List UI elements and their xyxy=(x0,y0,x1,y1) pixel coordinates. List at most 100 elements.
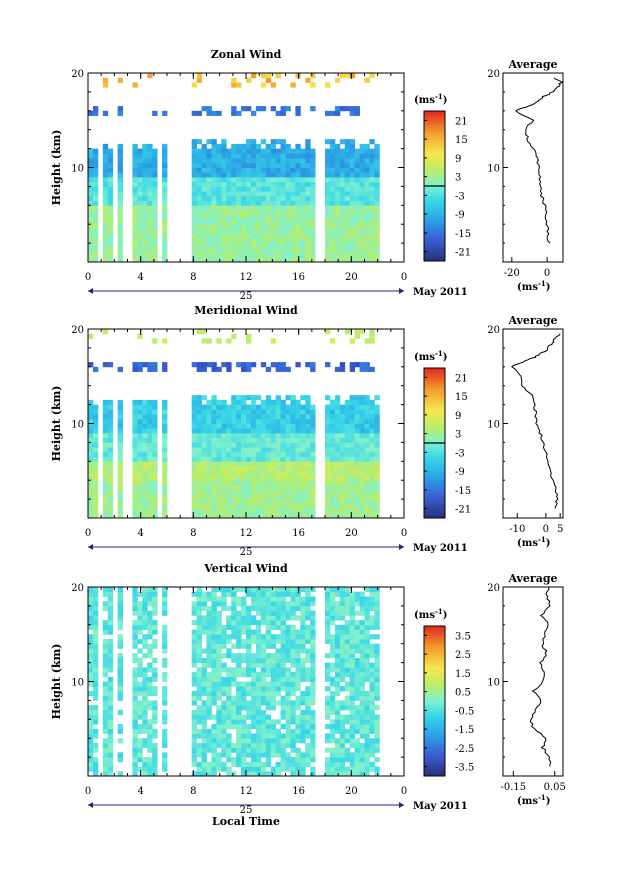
heatmap-cell xyxy=(339,761,346,767)
heatmap-cell xyxy=(117,77,123,83)
heatmap-cell xyxy=(354,418,360,424)
heatmap-cell xyxy=(191,648,198,654)
heatmap-cell xyxy=(255,629,262,635)
heatmap-cell xyxy=(211,195,217,201)
heatmap-cell xyxy=(201,681,207,687)
heatmap-cell xyxy=(117,432,123,439)
heatmap-cell xyxy=(334,432,341,439)
heatmap-cell xyxy=(191,437,198,443)
heatmap-cell xyxy=(117,709,123,715)
heatmap-cell xyxy=(290,676,296,682)
heatmap-cell xyxy=(107,176,114,183)
heatmap-cell xyxy=(295,513,301,519)
heatmap-cell xyxy=(334,634,341,640)
heatmap-cell xyxy=(132,143,138,150)
heatmap-cell xyxy=(92,653,99,659)
heatmap-cell xyxy=(250,200,257,206)
heatmap-cell xyxy=(339,404,346,410)
heatmap-cell xyxy=(191,605,198,612)
heatmap-cell xyxy=(359,404,365,410)
heatmap-cell xyxy=(162,195,168,201)
heatmap-cell xyxy=(280,423,286,429)
heatmap-cell xyxy=(359,158,365,164)
heatmap-cell xyxy=(196,172,202,178)
heatmap-cell xyxy=(132,214,138,220)
heatmap-cell xyxy=(206,700,212,706)
heatmap-cell xyxy=(142,181,148,187)
heatmap-cell xyxy=(334,738,341,744)
heatmap-cell xyxy=(300,210,306,216)
heatmap-cell xyxy=(221,587,227,593)
heatmap-cell xyxy=(310,456,316,462)
heatmap-cell xyxy=(270,771,277,777)
heatmap-cell xyxy=(285,648,291,654)
heatmap-cell xyxy=(295,676,301,682)
heatmap-cell xyxy=(285,228,291,235)
heatmap-cell xyxy=(132,601,138,607)
heatmap-cell xyxy=(147,461,153,467)
heatmap-cell xyxy=(107,404,114,410)
heatmap-cell xyxy=(147,158,153,164)
heatmap-cell xyxy=(246,466,252,472)
heatmap-cell xyxy=(255,106,262,112)
heatmap-cell xyxy=(339,238,346,244)
heatmap-cell xyxy=(364,747,370,753)
heatmap-cell xyxy=(211,695,217,701)
heatmap-cell xyxy=(285,757,291,763)
heatmap-cell xyxy=(162,643,168,649)
heatmap-cell xyxy=(117,672,123,678)
heatmap-cell xyxy=(334,176,341,183)
heatmap-cell xyxy=(226,200,232,206)
heatmap-cell xyxy=(280,709,286,715)
heatmap-cell xyxy=(364,418,370,424)
heatmap-cell xyxy=(255,499,262,505)
heatmap-cell xyxy=(196,615,202,621)
heatmap-cell xyxy=(162,686,168,692)
heatmap-cell xyxy=(236,494,242,500)
heatmap-cell xyxy=(359,596,365,602)
heatmap-cell xyxy=(280,366,286,372)
heatmap-cell xyxy=(246,761,252,767)
heatmap-cell xyxy=(236,738,242,744)
heatmap-cell xyxy=(216,428,222,434)
heatmap-cell xyxy=(226,714,232,720)
heatmap-cell xyxy=(334,106,341,112)
heatmap-cell xyxy=(369,437,375,443)
heatmap-cell xyxy=(285,205,291,211)
heatmap-cell xyxy=(300,629,306,635)
heatmap-cell xyxy=(369,167,375,173)
heatmap-cell xyxy=(344,210,351,216)
heatmap-cell xyxy=(300,624,306,630)
heatmap-cell xyxy=(285,610,291,616)
heatmap-cell xyxy=(221,414,227,420)
heatmap-cell xyxy=(369,601,375,607)
heatmap-cell xyxy=(325,771,331,777)
heatmap-cell xyxy=(142,719,148,725)
heatmap-cell xyxy=(275,181,281,187)
heatmap-cell xyxy=(88,475,94,481)
heatmap-cell xyxy=(162,252,168,258)
heatmap-cell xyxy=(295,634,301,640)
heatmap-cell xyxy=(206,219,212,225)
heatmap-cell xyxy=(241,451,247,457)
heatmap-cell xyxy=(191,638,198,645)
heatmap-cell xyxy=(265,686,272,692)
heatmap-cell xyxy=(334,475,341,481)
heatmap-cell xyxy=(216,238,222,244)
heatmap-cell xyxy=(359,466,365,472)
heatmap-cell xyxy=(231,705,237,711)
heatmap-cell xyxy=(359,219,365,225)
heatmap-cell xyxy=(285,456,291,462)
heatmap-cell xyxy=(310,432,316,439)
heatmap-cell xyxy=(334,752,341,758)
heatmap-cell xyxy=(305,686,311,692)
heatmap-cell xyxy=(206,610,212,616)
heatmap-cell xyxy=(300,480,306,486)
heatmap-cell xyxy=(246,451,252,457)
heatmap-cell xyxy=(216,480,222,486)
heatmap-cell xyxy=(201,508,207,514)
heatmap-cell xyxy=(280,238,286,244)
heatmap-cell xyxy=(275,442,281,448)
heatmap-cell xyxy=(339,451,346,457)
heatmap-cell xyxy=(241,257,247,263)
